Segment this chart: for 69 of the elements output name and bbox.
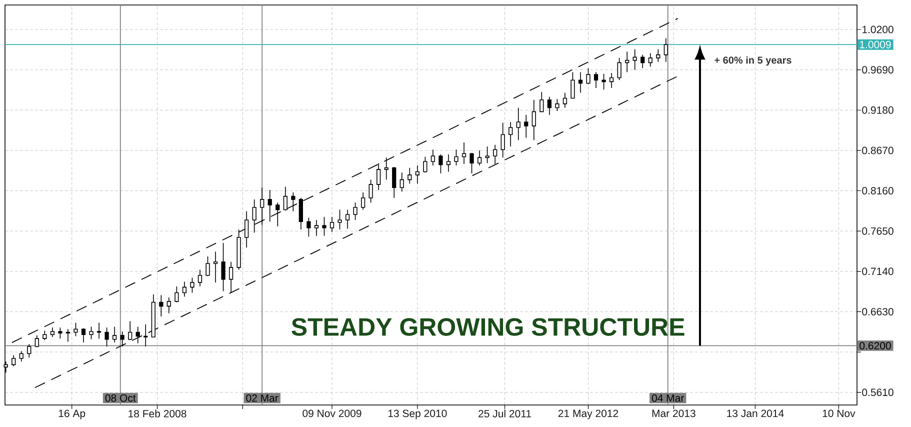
candlestick <box>578 72 583 94</box>
candlestick <box>648 52 652 68</box>
y-tick-label: 1.0200 <box>862 26 894 34</box>
candlestick <box>415 165 420 184</box>
candlestick <box>524 114 528 138</box>
candlestick <box>400 172 404 192</box>
candlestick <box>112 326 117 343</box>
candlestick <box>430 149 436 166</box>
x-tick-label: Mar 2013 <box>652 410 696 418</box>
x-tick-label: 10 Nov <box>822 410 856 418</box>
candlestick <box>664 38 668 62</box>
candlestick <box>228 262 234 294</box>
y-tick-label: 0.8670 <box>862 146 894 154</box>
candlestick <box>477 150 482 166</box>
x-tick-label: 16 Ap <box>58 410 86 420</box>
x-tick-label: 09 Nov 2009 <box>302 410 362 418</box>
y-tick-label: 0.9690 <box>862 66 894 74</box>
candlestick <box>27 344 32 358</box>
ref-line-label: 0.6200 <box>860 342 891 350</box>
candlestick <box>19 350 24 362</box>
x-tick-label: 13 Jan 2014 <box>727 410 784 418</box>
ref-line-label: 1.0009 <box>860 40 891 48</box>
candlestick <box>408 167 412 184</box>
candlestick <box>609 72 614 88</box>
candlestick <box>384 157 388 180</box>
candlestick <box>594 72 598 88</box>
x-tick-label: 25 Jul 2011 <box>478 410 532 418</box>
x-tick-label: 18 Feb 2008 <box>128 410 186 418</box>
candlestick <box>462 142 466 164</box>
candlestick <box>50 327 54 338</box>
candlestick <box>96 322 102 339</box>
candlestick <box>508 122 513 147</box>
candlestick <box>532 99 536 141</box>
candlestick <box>136 326 140 344</box>
candlestick <box>562 92 568 108</box>
ref-line-label: 02 Mar <box>246 394 278 402</box>
y-tick-label: 0.5610 <box>862 388 894 396</box>
candlestick <box>656 48 660 62</box>
candlestick <box>640 54 645 69</box>
y-tick-label: 0.7650 <box>862 227 894 235</box>
candlestick <box>446 154 451 172</box>
candlestick <box>330 216 334 232</box>
candlestick <box>182 281 187 298</box>
candlestick <box>260 187 264 226</box>
candlestick <box>314 220 319 236</box>
y-tick-label: 0.8160 <box>862 187 894 194</box>
candlestick <box>213 251 218 283</box>
x-tick-label: 13 Sep 2010 <box>388 410 447 420</box>
y-tick-label: 0.6630 <box>862 308 894 316</box>
candlestick <box>376 162 381 190</box>
candlestick <box>268 190 272 222</box>
candlestick <box>276 202 280 227</box>
ref-line-label: 04 Mar <box>652 394 684 402</box>
candlestick <box>516 107 520 141</box>
candlestick <box>493 144 498 164</box>
candlestick <box>66 328 70 342</box>
candlestick <box>166 297 171 314</box>
y-tick-label: 0.9180 <box>862 106 894 114</box>
candlestick <box>244 210 249 248</box>
candlestick <box>144 324 148 347</box>
y-tick-label: 0.7140 <box>862 268 894 276</box>
candlestick <box>198 269 202 287</box>
candlestick <box>345 209 350 230</box>
candlestick <box>625 51 630 73</box>
x-tick-label: 21 May 2012 <box>558 410 618 420</box>
candlestick <box>221 242 226 292</box>
annotation: + 60% in 5 years <box>714 56 792 66</box>
candlestick <box>547 96 552 116</box>
ref-line-label: 08 Oct <box>105 394 136 402</box>
